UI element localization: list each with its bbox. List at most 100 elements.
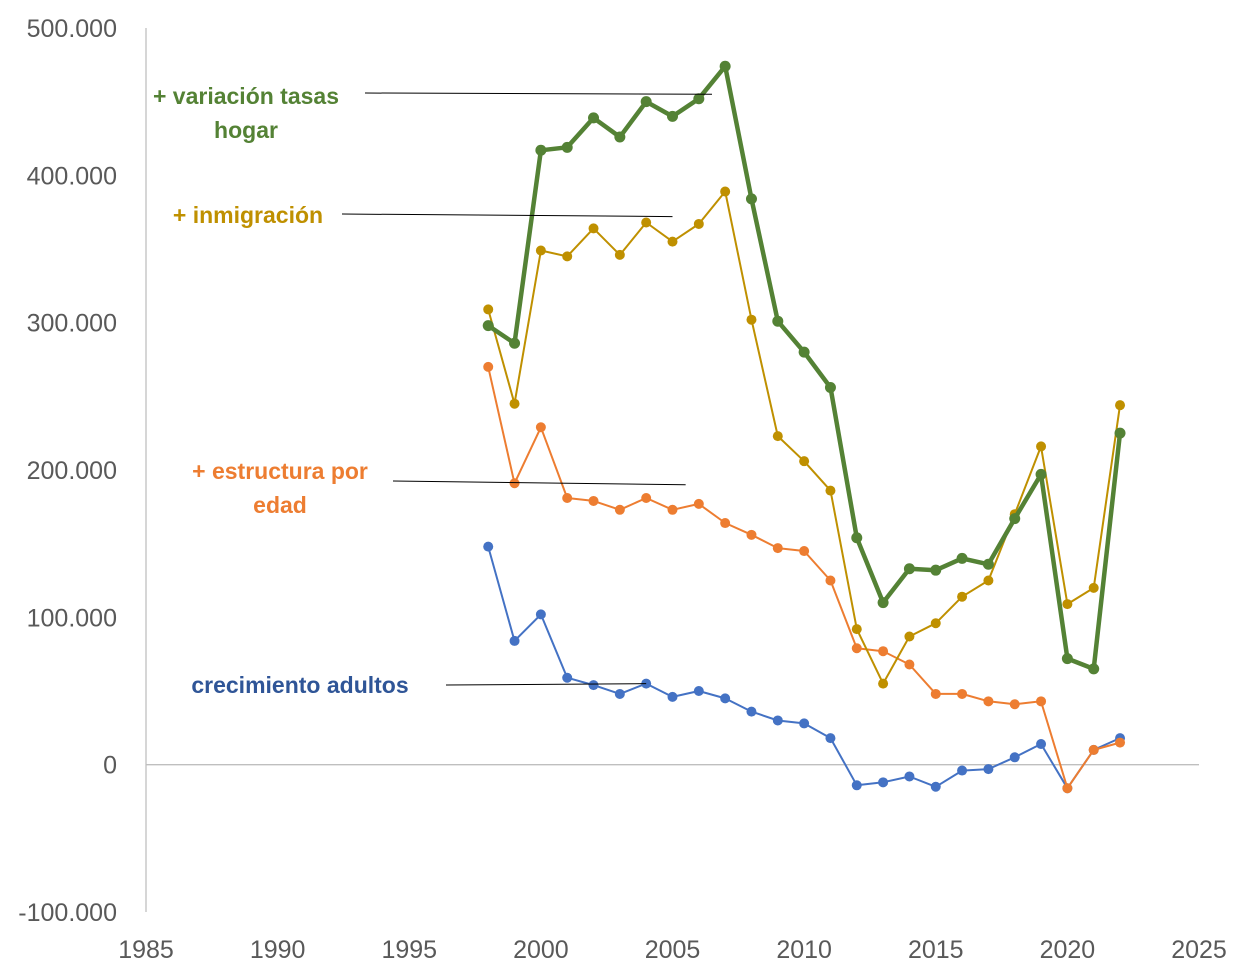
series-0-point	[1036, 739, 1047, 750]
series-3-point	[982, 558, 994, 570]
series-2-point	[1088, 582, 1099, 593]
annotation-label: + inmigración	[173, 202, 323, 228]
series-1-point	[667, 504, 678, 515]
series-1-point	[641, 492, 652, 503]
x-tick-label: 2000	[513, 936, 569, 964]
series-2-point	[983, 575, 994, 586]
series-1-point	[720, 518, 731, 529]
series-3-point	[824, 381, 836, 393]
series-3-point	[719, 60, 731, 72]
series-3-point	[535, 144, 547, 156]
series-0-point	[535, 609, 546, 620]
series-2-point	[483, 304, 494, 315]
series-line-0	[487, 546, 1121, 790]
series-0-point	[983, 764, 994, 775]
annotation-leader-line	[392, 480, 686, 486]
series-3-point	[693, 93, 705, 105]
series-2-point	[904, 631, 915, 642]
series-3-point	[667, 110, 678, 122]
series-3-point	[640, 96, 652, 108]
y-tick-label: 500.000	[27, 15, 117, 43]
series-1-point	[483, 361, 494, 372]
series-2-point	[746, 314, 757, 325]
series-2-point	[930, 618, 941, 629]
annotation-leader-line	[364, 92, 712, 95]
series-0-point	[1009, 752, 1020, 763]
series-0-point	[957, 765, 968, 776]
annotation-leader-line	[341, 213, 673, 218]
series-0-point	[825, 733, 836, 744]
y-tick-label: 0	[103, 752, 117, 780]
series-2-point	[1115, 400, 1126, 411]
series-2-point	[667, 236, 678, 247]
series-1-point	[825, 575, 836, 586]
series-1-point	[1115, 737, 1126, 748]
y-tick-label: -100.000	[18, 899, 117, 927]
x-tick-label: 1985	[118, 936, 174, 964]
annotation-label: + variación tasas	[153, 83, 339, 109]
series-1-point	[772, 543, 783, 554]
series-3-point	[798, 346, 810, 358]
series-2-point	[1062, 599, 1073, 610]
series-0-point	[509, 635, 520, 646]
series-3-point	[1114, 427, 1126, 439]
series-0-point	[799, 718, 810, 729]
series-0-point	[746, 706, 757, 717]
series-3-point	[1035, 468, 1047, 480]
y-tick-label: 100.000	[27, 604, 117, 632]
x-tick-label: 2005	[645, 936, 701, 964]
y-tick-label: 300.000	[27, 310, 117, 338]
series-2-point	[957, 591, 968, 602]
series-3-point	[509, 337, 521, 349]
x-tick-label: 2015	[908, 936, 964, 964]
y-tick-label: 400.000	[27, 162, 117, 190]
series-2-point	[641, 217, 652, 228]
series-1-point	[1009, 699, 1020, 710]
series-1-point	[983, 696, 994, 707]
series-1-point	[588, 495, 599, 506]
series-3-point	[482, 320, 494, 332]
series-3-point	[1061, 653, 1073, 665]
series-3-point	[930, 564, 942, 576]
annotation-label: edad	[253, 492, 307, 518]
series-3-point	[588, 112, 600, 124]
series-1-point	[535, 422, 546, 433]
series-0-point	[588, 680, 599, 691]
annotation-label: + estructura por	[192, 458, 368, 484]
x-tick-label: 2020	[1040, 936, 1096, 964]
series-2-point	[851, 624, 862, 635]
series-0-point	[930, 781, 941, 792]
series-1-point	[746, 529, 757, 540]
series-0-point	[772, 715, 783, 726]
series-line-2	[487, 190, 1121, 685]
series-2-point	[799, 456, 810, 467]
series-0-point	[483, 541, 494, 552]
annotation-label: crecimiento adultos	[191, 672, 408, 698]
series-0-point	[851, 780, 862, 791]
annotation-label: hogar	[214, 117, 278, 143]
series-3-point	[877, 597, 889, 609]
series-1-point	[562, 492, 573, 503]
series-0-point	[720, 693, 731, 704]
series-1-point	[1036, 696, 1047, 707]
series-2-point	[720, 186, 731, 197]
x-tick-label: 1995	[381, 936, 437, 964]
series-1-point	[509, 478, 520, 489]
series-1-point	[957, 688, 968, 699]
series-2-point	[614, 249, 625, 260]
series-1-point	[693, 498, 704, 509]
series-3-point	[956, 552, 968, 564]
series-2-point	[535, 245, 546, 256]
series-1-point	[614, 504, 625, 515]
series-2-point	[772, 431, 783, 442]
series-1-point	[851, 643, 862, 654]
series-3-point	[1088, 663, 1100, 675]
series-2-point	[878, 678, 889, 689]
series-3-point	[1009, 513, 1021, 525]
series-2-point	[1036, 441, 1047, 452]
series-0-point	[562, 672, 573, 683]
series-1-point	[904, 659, 915, 670]
series-3-point	[561, 141, 573, 153]
